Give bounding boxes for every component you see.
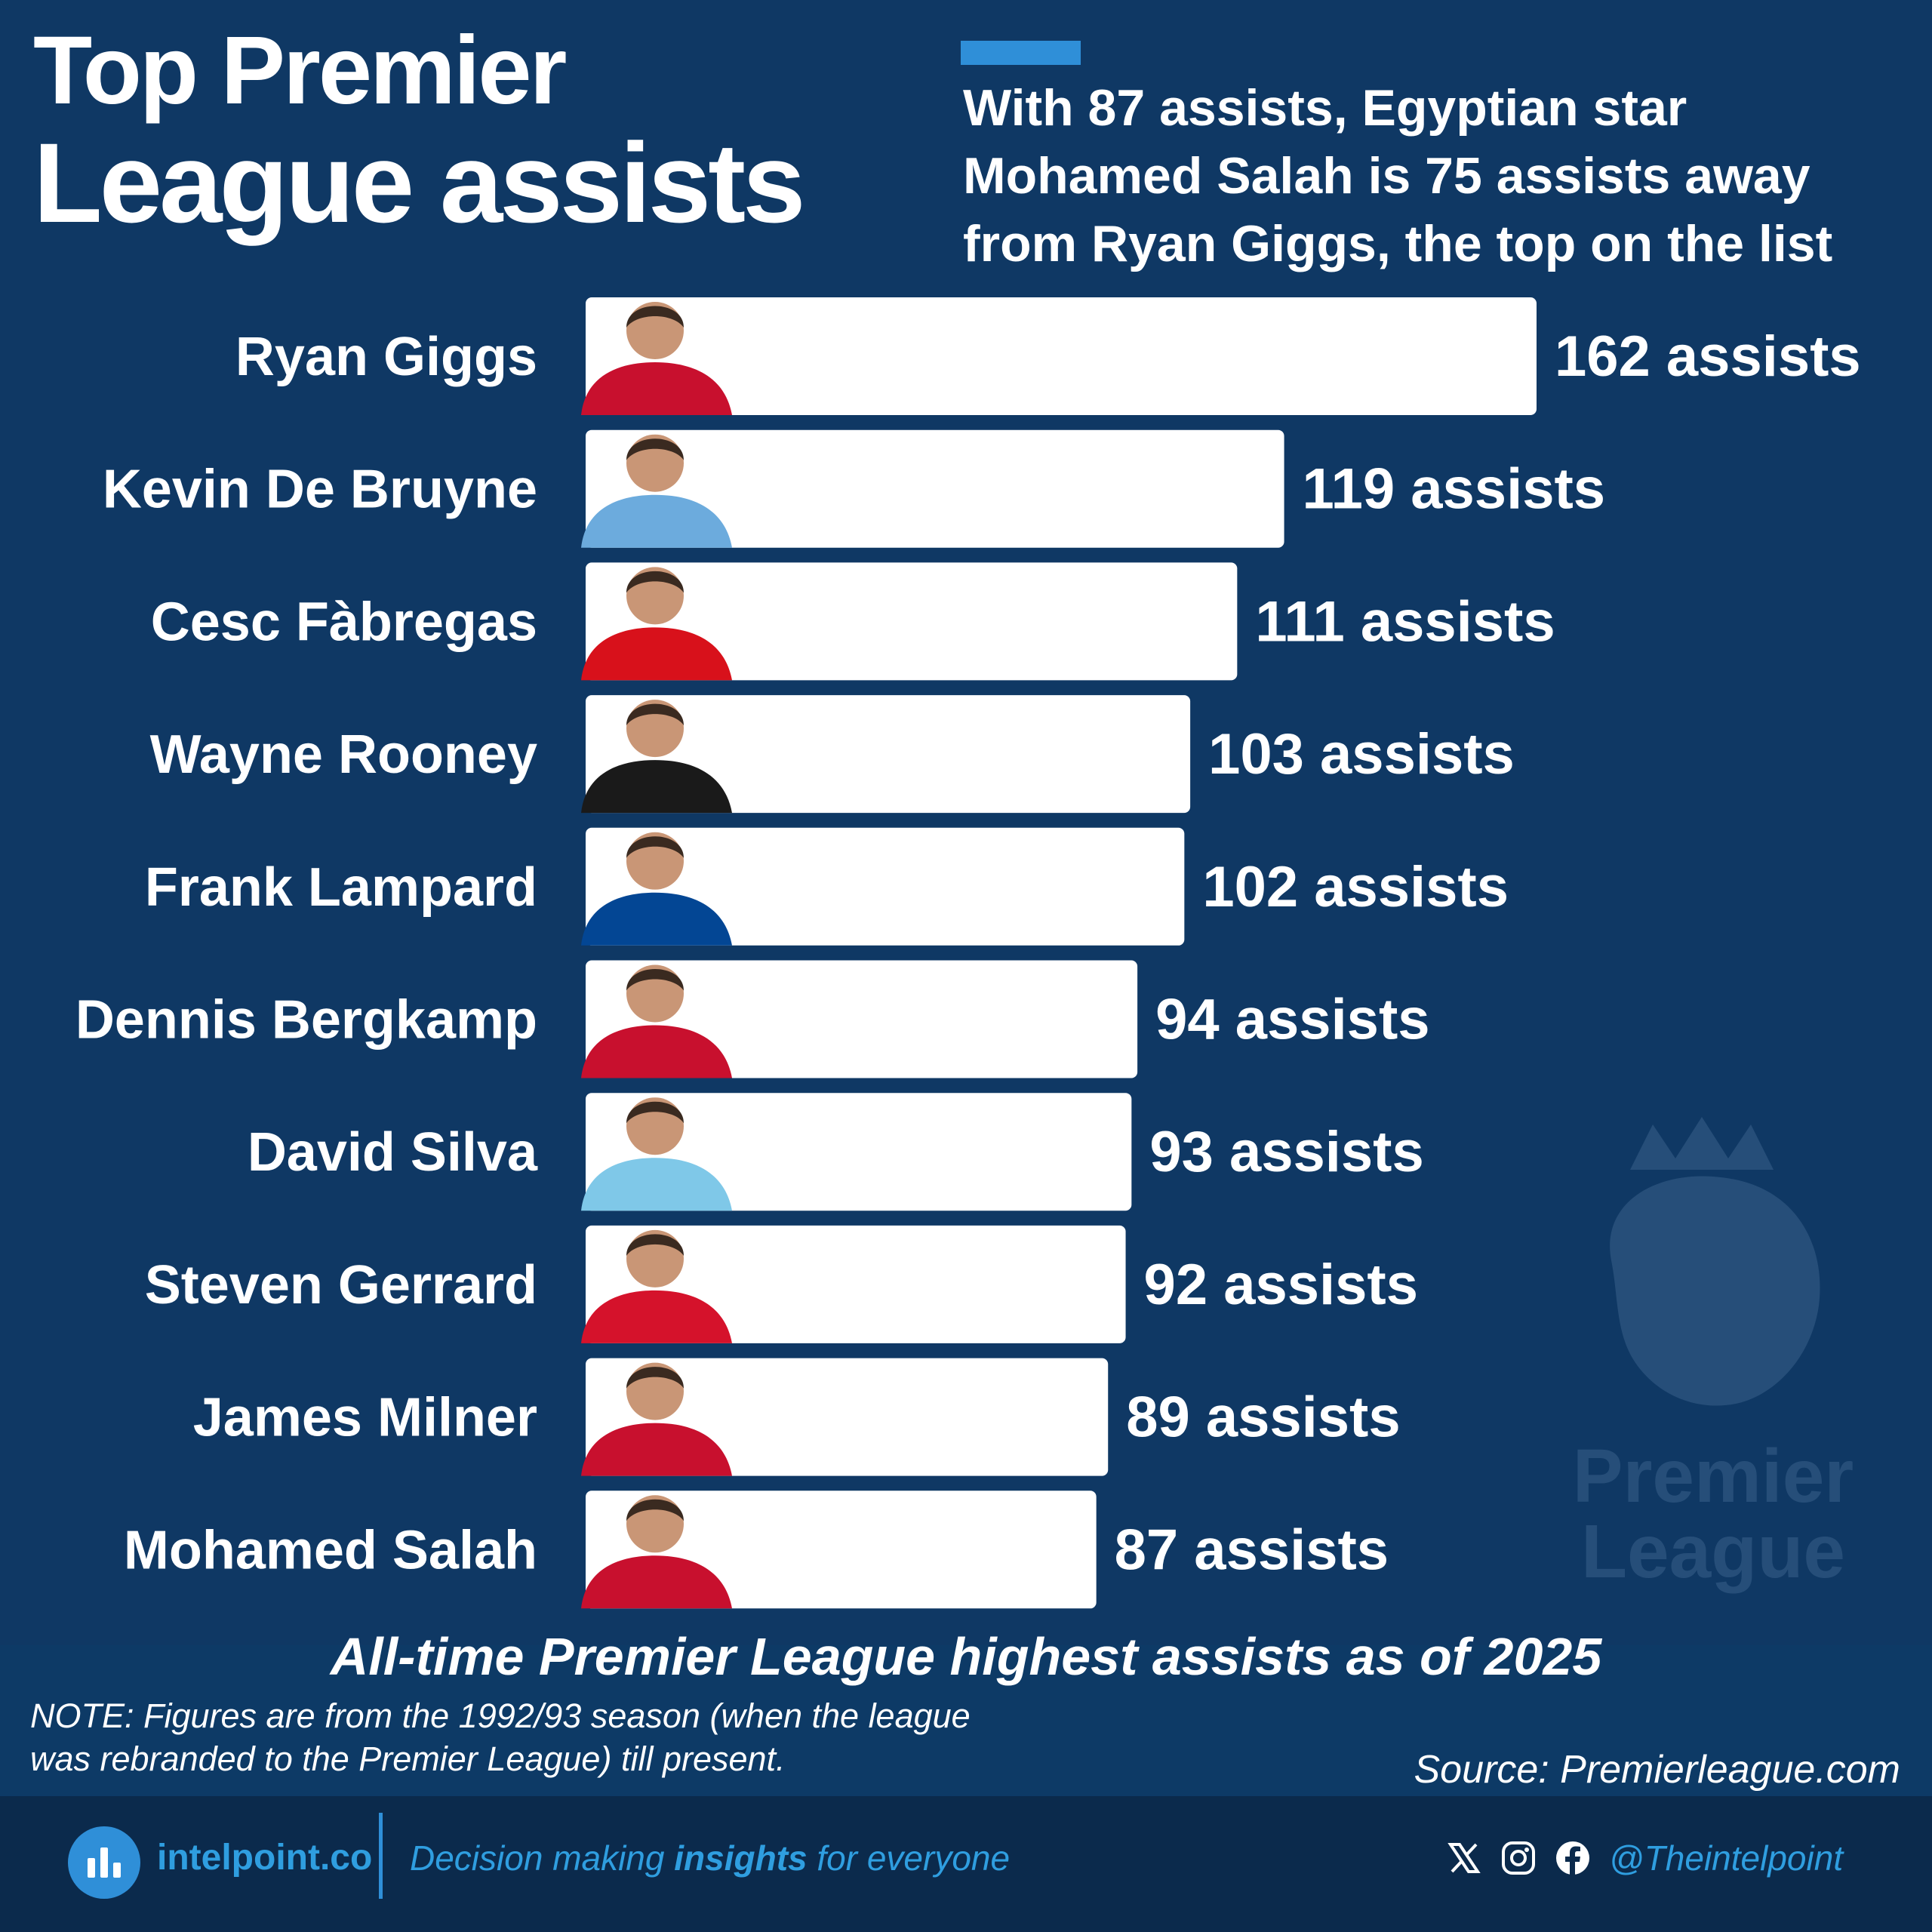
assist-value-label: 87 assists [1115,1518,1389,1582]
player-hair [626,703,684,726]
assists-bar-chart: Ryan Giggs 162 assists Kevin De Bruyne 119 … [75,297,1861,1609]
assist-bar [586,827,1185,946]
assist-value-label: 89 assists [1126,1386,1400,1450]
footer [0,1796,1932,1932]
player-hair [626,438,684,460]
tagline-pre: Decision making [410,1838,675,1878]
player-name-label: Dennis Bergkamp [75,990,537,1051]
assist-bar [586,562,1238,681]
player-name-label: Mohamed Salah [124,1520,537,1580]
player-jersey [581,1025,732,1078]
player-name-label: David Silva [248,1122,538,1183]
player-name-label: Ryan Giggs [235,327,537,387]
assist-value-label: 111 assists [1255,589,1555,654]
tagline-bold: insights [674,1838,808,1878]
player-hair [626,969,684,991]
player-hair [626,1367,684,1389]
footer-divider [379,1813,383,1899]
assist-bar [586,429,1284,548]
player-hair [626,836,684,858]
assist-bar [586,1225,1126,1343]
brand-name[interactable]: intelpoint.co [157,1838,373,1878]
watermark-line-2: League [1581,1509,1845,1594]
watermark-line-1: Premier [1573,1434,1854,1518]
note-line: was rebranded to the Premier League) til… [30,1740,786,1778]
social-handle[interactable]: @Theintelpoint [1609,1838,1844,1878]
premier-league-watermark: Premier League [1573,1117,1854,1594]
player-hair [626,1499,684,1521]
player-name-label: Frank Lampard [145,857,537,918]
assist-bar [586,960,1138,1078]
player-name-label: Kevin De Bruyne [103,460,537,520]
intelpoint-logo-icon[interactable] [68,1826,140,1899]
subtitle-line: Mohamed Salah is 75 assists away [963,147,1810,205]
assist-value-label: 103 assists [1208,722,1515,786]
player-jersey [581,1423,732,1476]
assist-bar [586,695,1191,814]
assist-bar [586,297,1537,415]
player-hair [626,1234,684,1256]
accent-bar [961,41,1081,65]
x-logo-icon[interactable] [1446,1840,1482,1876]
assist-value-label: 93 assists [1149,1120,1423,1184]
premier-league-lion-icon [1610,1117,1820,1406]
tagline: Decision making insights for everyone [410,1835,1010,1881]
player-jersey [581,760,732,814]
assist-value-label: 92 assists [1144,1253,1418,1317]
player-hair [626,306,684,328]
chart-caption: All-time Premier League highest assists … [330,1627,1602,1686]
player-name-label: Wayne Rooney [150,724,537,785]
title-line-1: Top Premier [33,17,567,125]
note: NOTE: Figures are from the 1992/93 seaso… [30,1694,1087,1780]
assist-value-label: 162 assists [1555,325,1861,389]
source-text: Source: Premierleague.com [1414,1748,1900,1792]
player-name-label: Cesc Fàbregas [151,592,537,652]
player-jersey [581,892,732,946]
player-hair [626,1101,684,1124]
subtitle-line: With 87 assists, Egyptian star [963,79,1687,137]
player-jersey [581,627,732,681]
subtitle: With 87 assists, Egyptian star Mohamed S… [963,74,1899,278]
note-line: NOTE: Figures are from the 1992/93 seaso… [30,1697,971,1735]
title-line-2: League assists [33,119,806,246]
player-jersey [581,1555,732,1609]
assist-bar [586,1093,1132,1211]
assist-value-label: 94 assists [1155,988,1429,1052]
assist-value-label: 119 assists [1303,457,1606,521]
player-name-label: Steven Gerrard [145,1255,537,1315]
player-name-label: James Milner [193,1388,537,1448]
instagram-icon[interactable] [1500,1840,1537,1876]
player-jersey [581,494,732,548]
tagline-post: for everyone [807,1838,1011,1878]
player-jersey [581,1290,732,1343]
player-jersey [581,1158,732,1211]
player-jersey [581,362,732,415]
player-hair [626,571,684,593]
facebook-icon[interactable] [1555,1840,1591,1876]
subtitle-line: from Ryan Giggs, the top on the list [963,215,1833,272]
assist-value-label: 102 assists [1202,855,1509,919]
notes-band [0,1645,1932,1796]
